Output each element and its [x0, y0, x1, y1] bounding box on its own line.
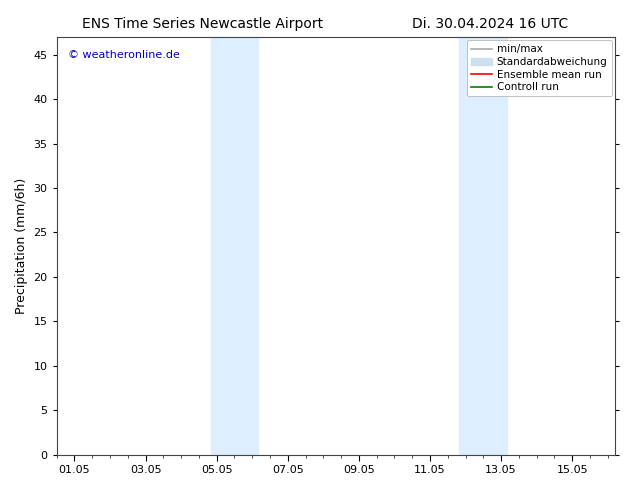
Text: Di. 30.04.2024 16 UTC: Di. 30.04.2024 16 UTC: [412, 17, 568, 31]
Text: © weatheronline.de: © weatheronline.de: [68, 49, 180, 60]
Y-axis label: Precipitation (mm/6h): Precipitation (mm/6h): [15, 178, 28, 314]
Legend: min/max, Standardabweichung, Ensemble mean run, Controll run: min/max, Standardabweichung, Ensemble me…: [467, 40, 612, 97]
Bar: [460, 37, 507, 455]
Text: ENS Time Series Newcastle Airport: ENS Time Series Newcastle Airport: [82, 17, 323, 31]
Bar: [210, 37, 258, 455]
